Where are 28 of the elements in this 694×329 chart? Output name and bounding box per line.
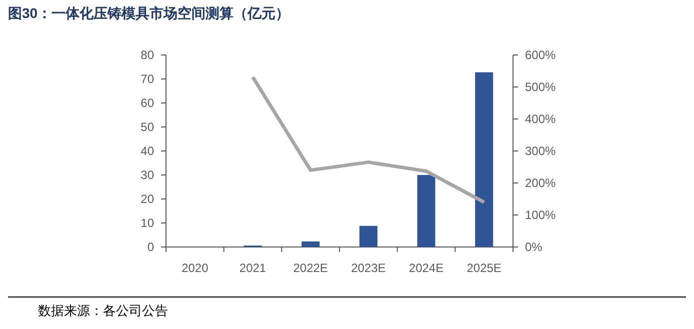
x-tick-label: 2022E	[293, 261, 328, 275]
bar	[417, 175, 436, 247]
bar	[359, 226, 378, 247]
y-tick-label: 60	[140, 96, 154, 110]
y-tick-label: 80	[140, 48, 154, 62]
y2-tick-label: 600%	[525, 48, 556, 62]
y-tick-label: 50	[140, 120, 154, 134]
y2-tick-label: 300%	[525, 144, 556, 158]
x-tick-label: 2020	[182, 261, 209, 275]
y-tick-label: 0	[147, 240, 154, 254]
y2-tick-label: 100%	[525, 208, 556, 222]
y-tick-label: 70	[140, 72, 154, 86]
y-tick-label: 10	[140, 216, 154, 230]
x-tick-label: 2023E	[351, 261, 386, 275]
x-tick-label: 2025E	[466, 261, 502, 275]
bar	[302, 241, 320, 247]
x-tick-label: 2024E	[408, 261, 444, 275]
y2-tick-label: 200%	[525, 176, 556, 190]
y2-tick-label: 500%	[525, 80, 556, 94]
bar	[475, 72, 494, 247]
y-tick-label: 20	[140, 192, 154, 206]
x-tick-label: 2021	[239, 261, 266, 275]
y2-tick-label: 0%	[525, 240, 543, 254]
y-tick-label: 40	[140, 144, 154, 158]
y2-tick-label: 400%	[525, 112, 556, 126]
chart-title: 图30：一体化压铸模具市场空间测算（亿元）	[8, 5, 290, 21]
source-note: 数据来源：各公司公告	[38, 303, 168, 318]
y-tick-label: 30	[140, 168, 154, 182]
